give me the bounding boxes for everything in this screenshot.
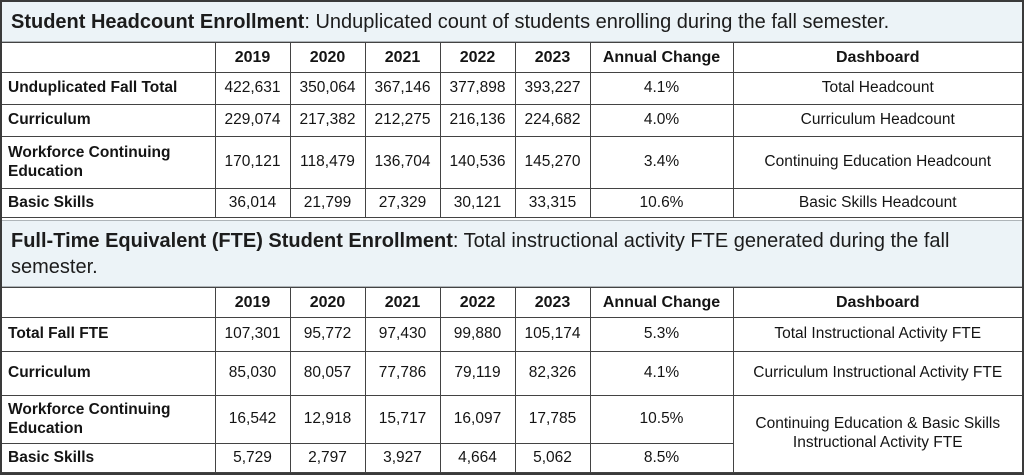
row-label: Curriculum: [2, 104, 216, 137]
column-header-annual-change: Annual Change: [589, 42, 734, 73]
value-cell: 21,799: [289, 188, 366, 218]
headcount-table: 2019 2020 2021 2022 2023 Annual Change D…: [2, 42, 1022, 218]
column-header-2020: 2020: [289, 287, 366, 318]
dashboard-cell: Curriculum Instructional Activity FTE: [732, 351, 1022, 396]
section-title: Full-Time Equivalent (FTE) Student Enrol…: [11, 230, 453, 252]
value-cell: 216,136: [439, 104, 516, 137]
value-cell: 80,057: [289, 351, 366, 396]
annual-change-cell: 4.0%: [589, 104, 734, 137]
value-cell: 36,014: [214, 188, 291, 218]
value-cell: 79,119: [439, 351, 516, 396]
value-cell: 377,898: [439, 72, 516, 105]
value-cell: 170,121: [214, 136, 291, 189]
value-cell: 118,479: [289, 136, 366, 189]
value-cell: 97,430: [364, 317, 441, 352]
value-cell: 145,270: [514, 136, 591, 189]
table-row: Unduplicated Fall Total 422,631 350,064 …: [2, 72, 1022, 105]
column-header-2022: 2022: [439, 42, 516, 73]
annual-change-cell: 3.4%: [589, 136, 734, 189]
value-cell: 33,315: [514, 188, 591, 218]
value-cell: 3,927: [364, 443, 441, 473]
table-header-row: 2019 2020 2021 2022 2023 Annual Change D…: [2, 287, 1022, 318]
row-label: Basic Skills: [2, 188, 216, 218]
dashboard-cell: Curriculum Headcount: [732, 104, 1022, 137]
value-cell: 217,382: [289, 104, 366, 137]
value-cell: 85,030: [214, 351, 291, 396]
section-header-headcount: Student Headcount Enrollment: Unduplicat…: [2, 2, 1022, 42]
table-row: Curriculum 85,030 80,057 77,786 79,119 8…: [2, 351, 1022, 396]
value-cell: 5,062: [514, 443, 591, 473]
column-header-2020: 2020: [289, 42, 366, 73]
row-label: Curriculum: [2, 351, 216, 396]
dashboard-cell: Continuing Education Headcount: [732, 136, 1022, 189]
value-cell: 4,664: [439, 443, 516, 473]
column-header-2023: 2023: [514, 287, 591, 318]
table-row: Basic Skills 36,014 21,799 27,329 30,121…: [2, 188, 1022, 218]
value-cell: 393,227: [514, 72, 591, 105]
value-cell: 15,717: [364, 395, 441, 444]
row-label: Unduplicated Fall Total: [2, 72, 216, 105]
column-header-2021: 2021: [364, 287, 441, 318]
value-cell: 229,074: [214, 104, 291, 137]
value-cell: 140,536: [439, 136, 516, 189]
table-row: Total Fall FTE 107,301 95,772 97,430 99,…: [2, 317, 1022, 352]
value-cell: 95,772: [289, 317, 366, 352]
value-cell: 12,918: [289, 395, 366, 444]
column-header-2019: 2019: [214, 287, 291, 318]
value-cell: 367,146: [364, 72, 441, 105]
section-description: : Total instructional activity FTE gener…: [11, 230, 950, 278]
value-cell: 224,682: [514, 104, 591, 137]
column-header-2021: 2021: [364, 42, 441, 73]
value-cell: 77,786: [364, 351, 441, 396]
column-header-2023: 2023: [514, 42, 591, 73]
table-row: Workforce Continuing Education 170,121 1…: [2, 136, 1022, 189]
value-cell: 107,301: [214, 317, 291, 352]
value-cell: 5,729: [214, 443, 291, 473]
column-header-2019: 2019: [214, 42, 291, 73]
table-header-row: 2019 2020 2021 2022 2023 Annual Change D…: [2, 42, 1022, 73]
column-header-2022: 2022: [439, 287, 516, 318]
value-cell: 350,064: [289, 72, 366, 105]
table-row: Curriculum 229,074 217,382 212,275 216,1…: [2, 104, 1022, 137]
value-cell: 105,174: [514, 317, 591, 352]
corner-cell: [2, 42, 216, 73]
annual-change-cell: 5.3%: [589, 317, 734, 352]
fte-table: 2019 2020 2021 2022 2023 Annual Change D…: [2, 287, 1022, 473]
value-cell: 82,326: [514, 351, 591, 396]
annual-change-cell: 10.5%: [589, 395, 734, 444]
value-cell: 17,785: [514, 395, 591, 444]
annual-change-cell: 4.1%: [589, 72, 734, 105]
annual-change-cell: 10.6%: [589, 188, 734, 218]
value-cell: 422,631: [214, 72, 291, 105]
column-header-dashboard: Dashboard: [732, 42, 1022, 73]
table-row: Basic Skills 5,729 2,797 3,927 4,664 5,0…: [2, 443, 1022, 473]
annual-change-cell: 4.1%: [589, 351, 734, 396]
section-description: : Unduplicated count of students enrolli…: [304, 11, 890, 33]
row-label: Basic Skills: [2, 443, 216, 473]
dashboard-cell: Basic Skills Headcount: [732, 188, 1022, 218]
dashboard-cell: Total Headcount: [732, 72, 1022, 105]
row-label: Total Fall FTE: [2, 317, 216, 352]
section-header-fte: Full-Time Equivalent (FTE) Student Enrol…: [2, 220, 1022, 287]
value-cell: 212,275: [364, 104, 441, 137]
corner-cell: [2, 287, 216, 318]
row-label: Workforce Continuing Education: [2, 395, 216, 444]
value-cell: 16,097: [439, 395, 516, 444]
value-cell: 30,121: [439, 188, 516, 218]
annual-change-cell: 8.5%: [589, 443, 734, 473]
dashboard-cell: Total Instructional Activity FTE: [732, 317, 1022, 352]
section-title: Student Headcount Enrollment: [11, 11, 305, 33]
value-cell: 16,542: [214, 395, 291, 444]
dashboard-cell-merged: Continuing Education & Basic Skills Inst…: [732, 395, 1022, 473]
value-cell: 2,797: [289, 443, 366, 473]
value-cell: 136,704: [364, 136, 441, 189]
value-cell: 27,329: [364, 188, 441, 218]
column-header-annual-change: Annual Change: [589, 287, 734, 318]
column-header-dashboard: Dashboard: [732, 287, 1022, 318]
table-row: Workforce Continuing Education 16,542 12…: [2, 395, 1022, 473]
row-label: Workforce Continuing Education: [2, 136, 216, 189]
value-cell: 99,880: [439, 317, 516, 352]
